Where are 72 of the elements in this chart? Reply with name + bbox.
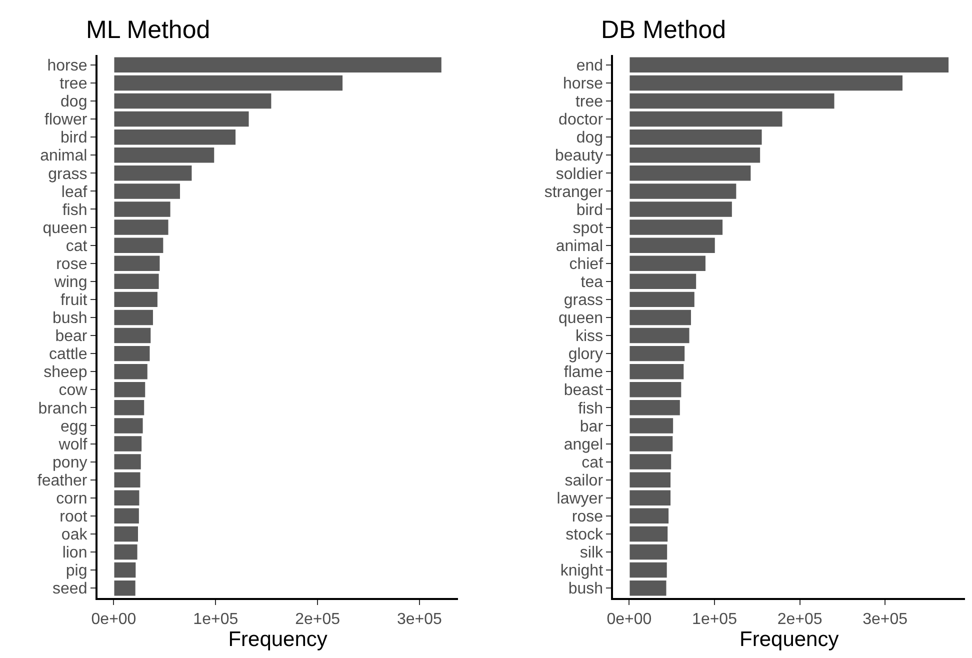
y-tick-label: cat	[582, 454, 604, 472]
y-tick-label: beauty	[554, 148, 604, 165]
y-tick-label: tree	[575, 94, 604, 111]
y-tick-label: rose	[56, 256, 88, 273]
y-tick-label: bar	[580, 418, 604, 436]
y-tick-label: leaf	[61, 184, 88, 201]
x-tick-label: 3e+05	[862, 611, 908, 628]
y-tick-label: branch	[38, 400, 88, 418]
y-tick-label: bird	[576, 202, 604, 219]
x-tick-label: 2e+05	[777, 611, 822, 628]
y-tick-label: spot	[572, 220, 604, 237]
y-tick-label: animal	[40, 148, 88, 165]
y-tick-label: dog	[576, 130, 604, 147]
y-tick-label: flower	[44, 112, 88, 129]
y-tick-label: wolf	[58, 436, 88, 454]
y-tick-label: chief	[569, 256, 604, 273]
y-tick-label: angel	[564, 436, 604, 454]
x-tick-label: 1e+05	[193, 611, 238, 628]
x-tick-label: 1e+05	[692, 611, 738, 628]
y-tick-label: rose	[572, 508, 604, 526]
y-tick-label: seed	[52, 580, 88, 598]
y-tick-label: animal	[556, 238, 604, 255]
y-tick-label: doctor	[558, 112, 604, 129]
y-tick-label: flame	[564, 364, 604, 382]
x-tick-label: 2e+05	[295, 611, 340, 628]
y-tick-label: queen	[42, 220, 88, 237]
y-tick-label: queen	[558, 310, 604, 328]
y-tick-label: horse	[47, 58, 88, 75]
y-tick-label: corn	[56, 490, 88, 508]
y-tick-label: fish	[62, 202, 88, 219]
y-tick-label: lion	[62, 544, 88, 562]
y-tick-label: soldier	[556, 166, 604, 183]
y-tick-label: root	[60, 508, 88, 526]
y-tick-label: bear	[55, 328, 88, 346]
y-tick-label: stranger	[544, 184, 604, 201]
y-tick-label: wing	[53, 274, 88, 291]
y-tick-label: grass	[48, 166, 88, 183]
y-tick-label: horse	[562, 76, 604, 93]
y-tick-label: cattle	[48, 346, 88, 364]
y-tick-label: cat	[66, 238, 88, 255]
y-tick-label: egg	[60, 418, 88, 436]
y-tick-label: pig	[66, 562, 88, 580]
y-tick-label: feather	[37, 472, 88, 490]
y-tick-label: stock	[566, 526, 604, 544]
chart-title: ML Method	[86, 16, 210, 44]
y-tick-label: beast	[564, 382, 604, 400]
y-tick-label: fruit	[60, 292, 88, 310]
y-tick-label: bird	[60, 130, 88, 147]
y-tick-label: end	[576, 58, 604, 75]
x-axis-title: Frequency	[740, 628, 840, 652]
y-tick-label: tea	[580, 274, 604, 291]
y-tick-label: sailor	[564, 472, 604, 490]
x-tick-label: 0e+00	[91, 611, 136, 628]
y-tick-label: dog	[60, 94, 88, 111]
y-tick-label: fish	[578, 400, 604, 418]
y-tick-label: knight	[560, 562, 604, 580]
y-tick-label: tree	[60, 76, 88, 93]
y-tick-label: glory	[568, 346, 604, 364]
y-tick-label: kiss	[575, 328, 604, 346]
y-tick-label: oak	[61, 526, 88, 544]
y-tick-label: bush	[52, 310, 88, 328]
x-tick-label: 3e+05	[396, 611, 442, 628]
y-tick-label: lawyer	[556, 490, 604, 508]
x-tick-label: 0e+00	[606, 611, 652, 628]
y-tick-label: grass	[564, 292, 604, 310]
y-tick-label: silk	[580, 544, 604, 562]
x-axis-title: Frequency	[228, 628, 328, 652]
y-tick-label: cow	[58, 382, 88, 400]
y-tick-label: bush	[568, 580, 604, 598]
y-tick-label: sheep	[44, 364, 88, 382]
y-tick-label: pony	[52, 454, 88, 472]
chart-title: DB Method	[601, 16, 726, 44]
